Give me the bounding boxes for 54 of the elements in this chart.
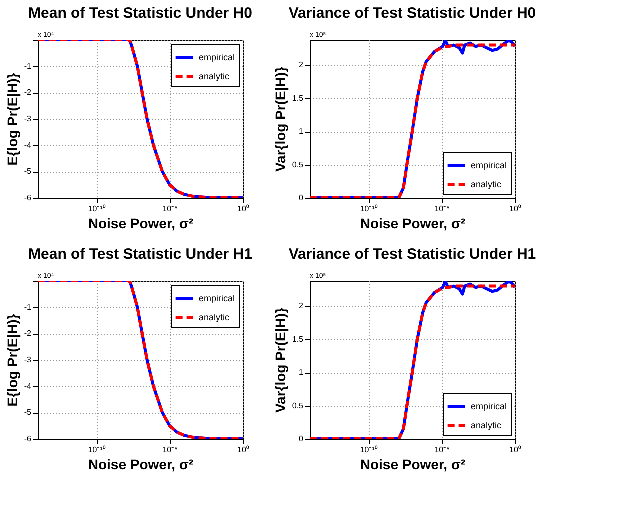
legend-label: analytic — [199, 72, 230, 82]
y-tick-label: -3 — [24, 356, 32, 364]
y-tick-label: -1 — [24, 62, 32, 71]
y-tick-label: 1.5 — [292, 94, 304, 103]
x-tick-label: 10⁻¹⁰ — [360, 446, 378, 454]
x-axis-title: Noise Power, σ² — [360, 456, 466, 472]
legend-label: analytic — [471, 420, 502, 430]
y-axis-title: E{log Pr(E|H)} — [4, 72, 22, 166]
chart-title: Mean of Test Statistic Under H1 — [28, 246, 252, 263]
x-tick-label: 10⁻⁵ — [162, 446, 178, 454]
y-axis-title: E{log Pr(E|H)} — [4, 314, 22, 407]
y-tick-label: 2 — [299, 302, 304, 311]
y-axis-title: Var{log Pr(E|H)} — [272, 307, 290, 414]
y-tick-label: -2 — [24, 88, 32, 98]
x-tick-label: 10⁰ — [510, 204, 522, 214]
y-tick-label: -2 — [24, 329, 32, 338]
y-tick-label: 1 — [299, 127, 304, 136]
x-tick-label: 10⁻¹⁰ — [88, 204, 106, 214]
y-tick-label: -1 — [24, 302, 32, 312]
chart-title: Variance of Test Statistic Under H1 — [288, 246, 536, 263]
chart-title: Mean of Test Statistic Under H0 — [28, 5, 252, 22]
x-tick-label: 10⁻⁵ — [434, 446, 450, 454]
y-tick-label: 0 — [299, 194, 304, 202]
x-axis-title: Noise Power, σ² — [88, 456, 194, 472]
y-tick-label: 0.5 — [292, 401, 304, 410]
y-tick-label: 0 — [299, 434, 304, 444]
x-axis-title: Noise Power, σ² — [360, 216, 466, 232]
y-tick-label: -4 — [24, 140, 32, 150]
legend-label: empirical — [471, 402, 508, 412]
y-tick-label: -4 — [24, 382, 32, 391]
x-tick-label: 10⁻⁵ — [162, 204, 178, 214]
x-axis-title: Noise Power, σ² — [88, 216, 194, 232]
y-tick-label: 2 — [299, 60, 304, 70]
x-tick-label: 10⁻⁵ — [434, 204, 450, 214]
legend-label: empirical — [471, 160, 508, 170]
legend-label: analytic — [471, 180, 502, 190]
y-tick-label: -6 — [24, 434, 32, 444]
y-tick-label: -3 — [24, 114, 32, 124]
y-tick-label: 1 — [299, 368, 304, 378]
x-tick-label: 10⁰ — [238, 446, 250, 454]
legend-label: empirical — [199, 294, 236, 304]
chart-title: Variance of Test Statistic Under H0 — [288, 5, 536, 22]
y-tick-label: -5 — [24, 167, 32, 176]
legend-label: analytic — [199, 312, 230, 322]
x-tick-label: 10⁰ — [510, 446, 522, 454]
x-tick-label: 10⁻¹⁰ — [360, 204, 378, 214]
x-tick-label: 10⁻¹⁰ — [88, 446, 106, 454]
y-tick-label: 1.5 — [292, 334, 304, 344]
y-tick-label: -6 — [24, 194, 32, 202]
y-tick-label: -5 — [24, 408, 32, 418]
y-axis-title: Var{log Pr(E|H)} — [272, 66, 290, 172]
x-tick-label: 10⁰ — [238, 204, 250, 214]
y-tick-label: 0.5 — [292, 160, 304, 170]
legend-label: empirical — [199, 52, 236, 62]
